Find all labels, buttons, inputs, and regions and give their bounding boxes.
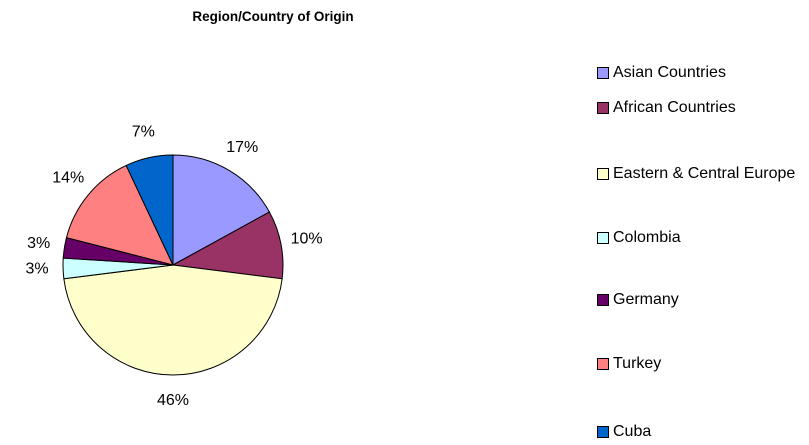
data-label: 3% xyxy=(27,235,50,252)
legend-label: Eastern & Central Europe xyxy=(613,165,796,182)
legend-item: African Countries xyxy=(597,95,809,121)
data-label: 46% xyxy=(157,392,189,409)
data-label: 10% xyxy=(291,231,323,248)
legend-swatch xyxy=(597,232,609,244)
legend-swatch xyxy=(597,294,609,306)
chart-title: Region/Country of Origin xyxy=(192,9,353,24)
legend-label: Asian Countries xyxy=(613,64,726,81)
legend-item: Eastern & Central Europe xyxy=(597,161,809,187)
legend-item: Germany xyxy=(597,287,809,313)
legend-label: Cuba xyxy=(613,423,652,440)
legend-label: Turkey xyxy=(613,355,662,372)
legend-swatch xyxy=(597,426,609,438)
legend-item: Cuba xyxy=(597,419,809,445)
legend-swatch xyxy=(597,67,609,79)
legend-item: Asian Countries xyxy=(597,60,809,86)
legend-item: Turkey xyxy=(597,351,809,377)
pie-slice xyxy=(125,154,174,266)
legend-label: Germany xyxy=(613,291,679,308)
pie-slice xyxy=(63,264,283,376)
legend-label: African Countries xyxy=(613,99,736,116)
pie-slice xyxy=(65,164,174,266)
data-label: 17% xyxy=(226,139,258,156)
legend-item: Colombia xyxy=(597,225,809,251)
data-label: 14% xyxy=(52,170,84,187)
data-label: 3% xyxy=(26,260,49,277)
legend-swatch xyxy=(597,358,609,370)
legend-swatch xyxy=(597,168,609,180)
data-label: 7% xyxy=(132,123,155,140)
legend-label: Colombia xyxy=(613,229,681,246)
pie-slice xyxy=(172,154,271,266)
legend-swatch xyxy=(597,102,609,114)
